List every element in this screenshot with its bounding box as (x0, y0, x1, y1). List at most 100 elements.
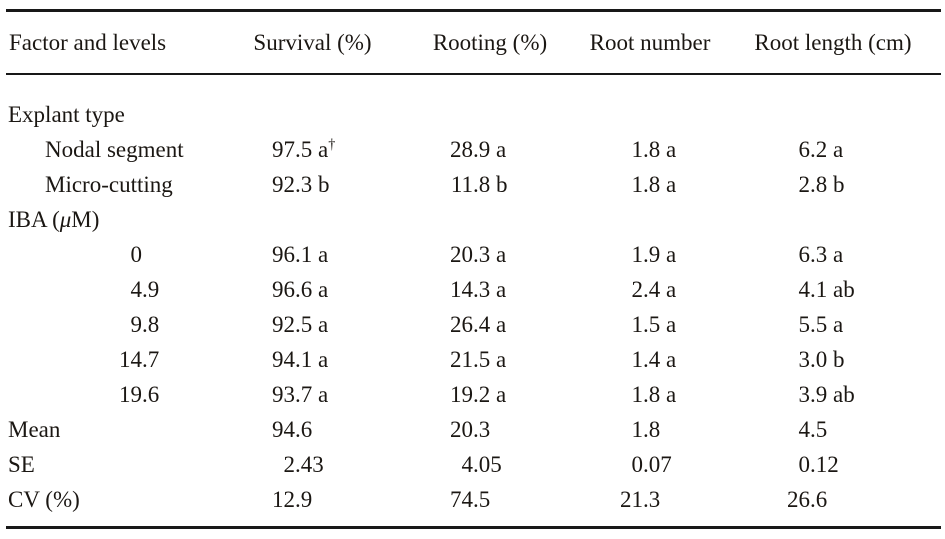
table-row: 9.8 92.5 a 26.4 a 1.5 a 5.5 a (6, 307, 941, 342)
cell-value: 1.8 a (575, 132, 725, 167)
cell-value: 92.5 a (220, 307, 405, 342)
cell-value: 2.4 a (575, 272, 725, 307)
decimal-aligned-value: 1.4 a (631, 347, 677, 372)
decimal-aligned-value: 1.9 a (631, 242, 677, 267)
decimal-aligned-value: 28.9 a (450, 137, 507, 162)
cell-value: 3.0 b (725, 342, 941, 377)
results-table: Factor and levels Survival (%) Rooting (… (6, 9, 941, 529)
cell-value: 19.2 a (405, 377, 575, 412)
decimal-aligned-value: 96.6 a (272, 277, 329, 302)
table-row: Mean 94.6 20.3 1.8 4.5 (6, 412, 941, 447)
decimal-aligned-value: 4.5 (798, 417, 828, 442)
cell-value (575, 74, 725, 132)
table-row: Micro-cutting 92.3 b 11.8 b 1.8 a 2.8 b (6, 167, 941, 202)
row-label: Explant type (8, 102, 125, 127)
table-row: 14.7 94.1 a 21.5 a 1.4 a 3.0 b (6, 342, 941, 377)
decimal-aligned-value: 74.5 (450, 487, 491, 512)
cell-value: 94.6 (220, 412, 405, 447)
cell-value: 2.43 (220, 447, 405, 482)
results-table-wrap: Factor and levels Survival (%) Rooting (… (6, 9, 941, 529)
table-row: CV (%) 12.9 74.5 21.3 26.6 (6, 482, 941, 528)
cell-value: 28.9 a (405, 132, 575, 167)
row-label: 4.9 (6, 272, 220, 307)
decimal-aligned-value: 92.5 a (272, 312, 329, 337)
table-header: Factor and levels Survival (%) Rooting (… (6, 11, 941, 74)
decimal-aligned-value: 97.5 a† (272, 136, 336, 162)
row-label: 0 (6, 237, 220, 272)
cell-value (220, 202, 405, 237)
decimal-aligned-value: 0 (130, 242, 143, 267)
decimal-aligned-value: 92.3 b (272, 172, 330, 197)
cell-value: 21.3 (575, 482, 725, 528)
cell-value: 2.8 b (725, 167, 941, 202)
row-label: IBA (μM) (8, 207, 100, 232)
decimal-aligned-value: 1.8 a (631, 137, 677, 162)
cell-value (725, 202, 941, 237)
decimal-aligned-value: 3.0 b (798, 347, 845, 372)
row-label: Mean (8, 417, 61, 442)
cell-value: 11.8 b (405, 167, 575, 202)
cell-value: 93.7 a (220, 377, 405, 412)
decimal-aligned-value: 20.3 (450, 417, 491, 442)
cell-value: 0.07 (575, 447, 725, 482)
table-row: Explant type (6, 74, 941, 132)
column-header-root-number: Root number (589, 30, 711, 55)
decimal-aligned-value: 12.9 (272, 487, 313, 512)
cell-value: 20.3 a (405, 237, 575, 272)
decimal-aligned-value: 2.8 b (798, 172, 845, 197)
row-label: 14.7 (6, 342, 220, 377)
decimal-aligned-value: 96.1 a (272, 242, 329, 267)
row-label: SE (8, 452, 35, 477)
cell-value: 1.8 a (575, 167, 725, 202)
cell-value: 6.2 a (725, 132, 941, 167)
decimal-aligned-value: 26.4 a (450, 312, 507, 337)
cell-value: 0.12 (725, 447, 941, 482)
cell-value: 4.5 (725, 412, 941, 447)
cell-value: 12.9 (220, 482, 405, 528)
cell-value: 20.3 (405, 412, 575, 447)
decimal-aligned-value: 4.05 (461, 452, 502, 477)
decimal-aligned-value: 19.6 (119, 382, 160, 407)
cell-value: 4.05 (405, 447, 575, 482)
column-header-factor: Factor and levels (9, 30, 167, 55)
decimal-aligned-value: 19.2 a (450, 382, 507, 407)
table-row: 19.6 93.7 a 19.2 a 1.8 a 3.9 ab (6, 377, 941, 412)
cell-value: 1.9 a (575, 237, 725, 272)
table-row: 4.9 96.6 a 14.3 a 2.4 a 4.1 ab (6, 272, 941, 307)
decimal-aligned-value: 6.3 a (798, 242, 844, 267)
decimal-aligned-value: 14.7 (119, 347, 160, 372)
decimal-aligned-value: 1.8 a (631, 382, 677, 407)
decimal-aligned-value: 1.5 a (631, 312, 677, 337)
cell-value: 26.6 (725, 482, 941, 528)
cell-value: 92.3 b (220, 167, 405, 202)
cell-value (405, 202, 575, 237)
column-header-rooting: Rooting (%) (432, 30, 548, 55)
cell-value: 14.3 a (405, 272, 575, 307)
decimal-aligned-value: 1.8 (631, 417, 661, 442)
row-label: 19.6 (6, 377, 220, 412)
table-body: Explant type Nodal segment 97.5 a† 28.9 a 1.… (6, 74, 941, 528)
decimal-aligned-value: 26.6 (787, 487, 828, 512)
row-label: CV (%) (8, 487, 80, 512)
cell-value: 96.1 a (220, 237, 405, 272)
cell-value (575, 202, 725, 237)
cell-value (220, 74, 405, 132)
cell-value: 4.1 ab (725, 272, 941, 307)
decimal-aligned-value: 93.7 a (272, 382, 329, 407)
decimal-aligned-value: 94.1 a (272, 347, 329, 372)
header-row: Factor and levels Survival (%) Rooting (… (6, 11, 941, 74)
column-header-root-length: Root length (cm) (754, 30, 912, 55)
decimal-aligned-value: 14.3 a (450, 277, 507, 302)
cell-value: 97.5 a† (220, 132, 405, 167)
decimal-aligned-value: 11.8 b (450, 172, 508, 197)
cell-value: 94.1 a (220, 342, 405, 377)
table-row: Nodal segment 97.5 a† 28.9 a 1.8 a 6.2 a (6, 132, 941, 167)
cell-value: 1.4 a (575, 342, 725, 377)
decimal-aligned-value: 21.5 a (450, 347, 507, 372)
cell-value (405, 74, 575, 132)
table-row: IBA (μM) (6, 202, 941, 237)
decimal-aligned-value: 9.8 (130, 312, 160, 337)
cell-value: 96.6 a (220, 272, 405, 307)
decimal-aligned-value: 0.12 (798, 452, 839, 477)
